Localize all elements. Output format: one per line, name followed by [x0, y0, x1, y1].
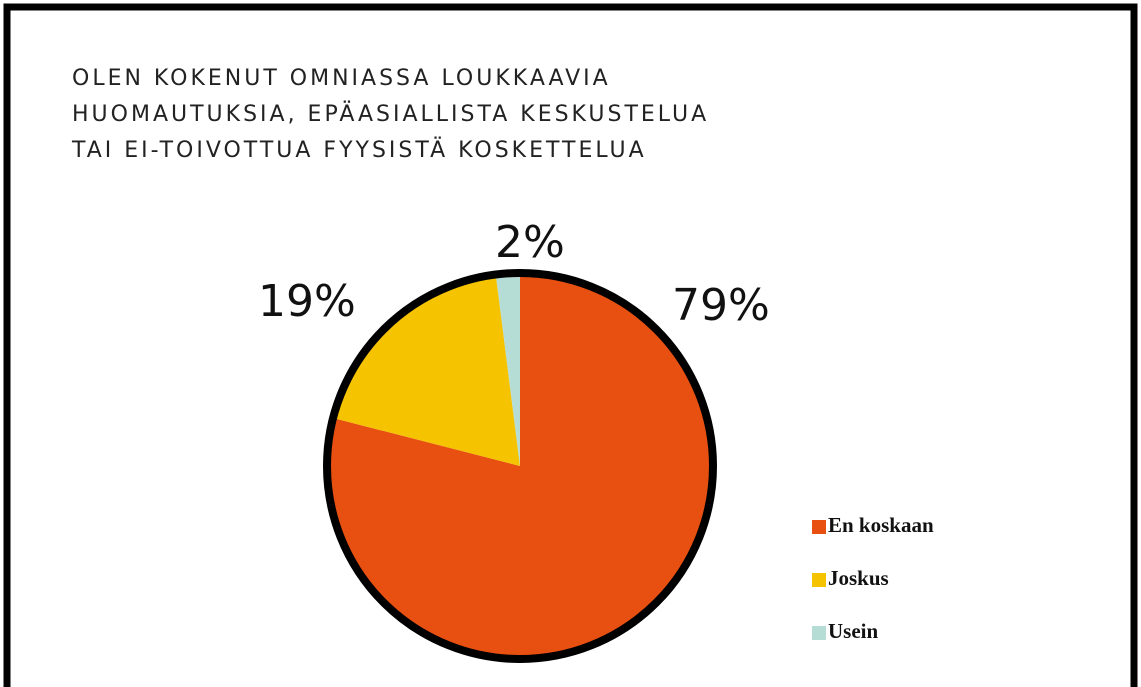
legend-label: Joskus	[828, 566, 889, 590]
pie-slice	[495, 273, 520, 466]
legend-label: Usein	[828, 619, 878, 643]
data-label: 19%	[258, 276, 356, 327]
chart-title: TAI EI-TOIVOTTUA FYYSISTÄ KOSKETTELUA	[71, 137, 647, 163]
frame	[3, 3, 1138, 687]
legend-swatch	[812, 573, 826, 587]
data-label: 79%	[672, 280, 770, 331]
legend-swatch	[812, 520, 826, 534]
data-label: 2%	[495, 217, 565, 268]
pie-outline	[323, 269, 717, 663]
pie-slice	[333, 274, 520, 466]
chart-title: OLEN KOKENUT OMNIASSA LOUKKAAVIA	[72, 66, 611, 91]
legend-swatch	[812, 626, 826, 640]
pie-slice	[327, 273, 713, 660]
chart-title: HUOMAUTUKSIA, EPÄASIALLISTA KESKUSTELUA	[72, 101, 709, 127]
legend-label: En koskaan	[828, 513, 934, 537]
